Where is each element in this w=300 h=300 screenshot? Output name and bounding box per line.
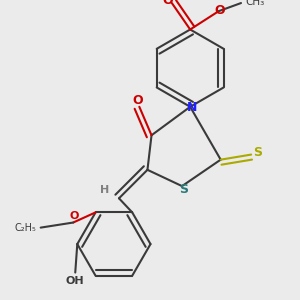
Text: O: O (132, 94, 142, 107)
Text: CH₃: CH₃ (245, 0, 264, 7)
Text: H: H (100, 185, 110, 195)
Text: S: S (180, 183, 189, 196)
Text: N: N (187, 101, 197, 114)
Text: C₂H₅: C₂H₅ (15, 223, 37, 232)
Text: O: O (214, 4, 225, 17)
Text: O: O (163, 0, 173, 7)
Text: OH: OH (66, 276, 85, 286)
Text: S: S (253, 146, 262, 159)
Text: O: O (70, 212, 79, 221)
